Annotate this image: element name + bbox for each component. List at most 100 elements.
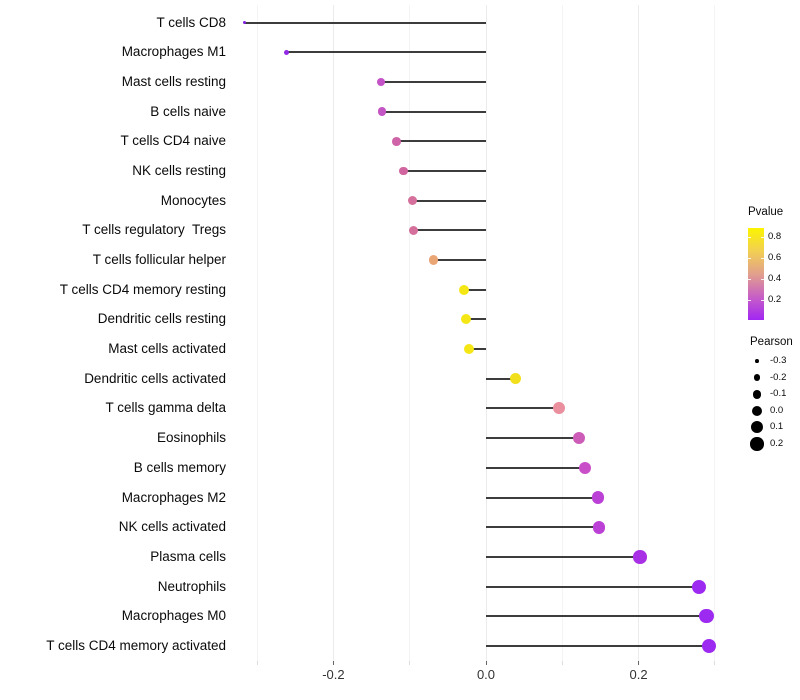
colorbar-tick-dash xyxy=(761,279,764,280)
x-axis-minor-tick xyxy=(409,661,411,665)
x-axis-minor-tick xyxy=(561,661,563,665)
gridline-major xyxy=(485,5,487,661)
gridline-minor xyxy=(409,5,411,661)
colorbar-tick-dash xyxy=(748,237,751,238)
lollipop-stem xyxy=(380,80,486,83)
category-label: B cells memory xyxy=(133,459,226,475)
colorbar-tick-dash xyxy=(761,237,764,238)
category-label: Mast cells resting xyxy=(121,73,226,89)
pvalue-legend-title: Pvalue xyxy=(748,206,784,218)
lollipop-stem xyxy=(486,466,586,469)
pvalue-tick-label: 0.2 xyxy=(768,294,782,305)
category-label: Macrophages M1 xyxy=(121,44,226,60)
pvalue-tick-label: 0.8 xyxy=(768,231,782,242)
lollipop-stem xyxy=(486,437,580,440)
lollipop-dot xyxy=(428,255,439,265)
lollipop-stem xyxy=(486,496,599,499)
lollipop-stem xyxy=(486,526,599,529)
category-label: T cells CD4 memory resting xyxy=(59,281,226,297)
category-label: Macrophages M0 xyxy=(121,608,226,624)
pearson-legend-label: 0.2 xyxy=(770,438,784,449)
x-axis-minor-tick xyxy=(714,661,716,665)
pearson-legend-label: -0.3 xyxy=(770,355,787,366)
pearson-legend-label: 0.0 xyxy=(770,404,784,416)
category-label: B cells naive xyxy=(150,103,226,119)
lollipop-dot xyxy=(572,432,586,445)
pearson-legend-dot xyxy=(755,359,759,363)
lollipop-dot xyxy=(464,343,475,355)
pearson-legend-dot xyxy=(750,421,763,434)
pearson-legend-title: Pearson xyxy=(750,336,793,348)
category-label: Neutrophils xyxy=(157,578,226,594)
lollipop-dot xyxy=(699,609,714,624)
category-label: T cells CD4 memory activated xyxy=(46,637,226,653)
pearson-legend-label: -0.2 xyxy=(770,371,787,383)
lollipop-stem xyxy=(469,348,486,351)
lollipop-stem xyxy=(486,615,707,618)
x-axis-minor-tick xyxy=(256,661,258,665)
lollipop-dot xyxy=(409,225,418,235)
lollipop-stem xyxy=(466,318,486,321)
lollipop-stem xyxy=(486,407,560,410)
gridline-minor xyxy=(256,5,258,661)
lollipop-dot xyxy=(591,491,605,504)
category-label: Plasma cells xyxy=(150,548,226,564)
lollipop-dot xyxy=(578,461,592,475)
lollipop-stem xyxy=(382,110,486,113)
x-axis-tick xyxy=(332,661,334,665)
category-label: Mast cells activated xyxy=(108,341,226,357)
x-axis-tick-label: -0.2 xyxy=(322,667,345,682)
lollipop-dot xyxy=(378,107,387,116)
lollipop-dot xyxy=(242,20,246,25)
pvalue-colorbar xyxy=(748,228,764,320)
x-axis-tick-label: 0.0 xyxy=(476,667,496,682)
pearson-legend-label: 0.1 xyxy=(770,421,784,433)
lollipop-dot xyxy=(633,550,647,564)
pvalue-tick-label: 0.4 xyxy=(768,273,782,284)
lollipop-stem xyxy=(412,199,486,202)
category-label: NK cells resting xyxy=(132,162,226,178)
category-label: NK cells activated xyxy=(118,519,226,535)
lollipop-stem xyxy=(396,140,486,143)
lollipop-stem xyxy=(286,51,486,54)
lollipop-stem xyxy=(403,169,486,172)
lollipop-dot xyxy=(691,579,706,594)
category-label: Monocytes xyxy=(160,192,226,208)
pvalue-tick-label: 0.6 xyxy=(768,252,782,263)
x-axis-tick xyxy=(638,661,640,665)
lollipop-dot xyxy=(408,196,418,206)
lollipop-stem xyxy=(486,585,699,588)
lollipop-dot xyxy=(510,373,522,385)
lollipop-dot xyxy=(376,77,385,86)
x-axis-tick xyxy=(485,661,487,665)
category-label: T cells follicular helper xyxy=(92,252,226,268)
colorbar-tick-dash xyxy=(761,300,764,301)
category-label: Macrophages M2 xyxy=(121,489,226,505)
lollipop-stem xyxy=(433,259,486,262)
lollipop-dot xyxy=(461,314,472,325)
category-label: T cells gamma delta xyxy=(105,400,226,416)
gridline-minor xyxy=(561,5,563,661)
colorbar-tick-dash xyxy=(761,258,764,259)
gridline-major xyxy=(332,5,334,661)
lollipop-dot xyxy=(701,638,716,654)
lollipop-dot xyxy=(553,402,566,415)
pearson-legend-dot xyxy=(751,405,763,417)
lollipop-dot xyxy=(399,166,408,176)
pearson-legend-dot xyxy=(750,437,764,451)
gridline-major xyxy=(638,5,640,661)
lollipop-dot xyxy=(592,520,606,534)
lollipop-stem xyxy=(486,555,641,558)
category-label: T cells CD8 xyxy=(156,14,226,30)
category-label: Eosinophils xyxy=(156,430,226,446)
lollipop-dot xyxy=(392,136,402,146)
x-axis-tick-label: 0.2 xyxy=(629,667,648,682)
lollipop-stem xyxy=(413,229,486,232)
colorbar-tick-dash xyxy=(748,279,751,280)
pearson-legend-dot xyxy=(753,374,761,382)
colorbar-tick-dash xyxy=(748,300,751,301)
lollipop-stem xyxy=(244,21,486,24)
category-label: T cells regulatory Tregs xyxy=(82,222,226,238)
lollipop-stem xyxy=(486,644,709,647)
